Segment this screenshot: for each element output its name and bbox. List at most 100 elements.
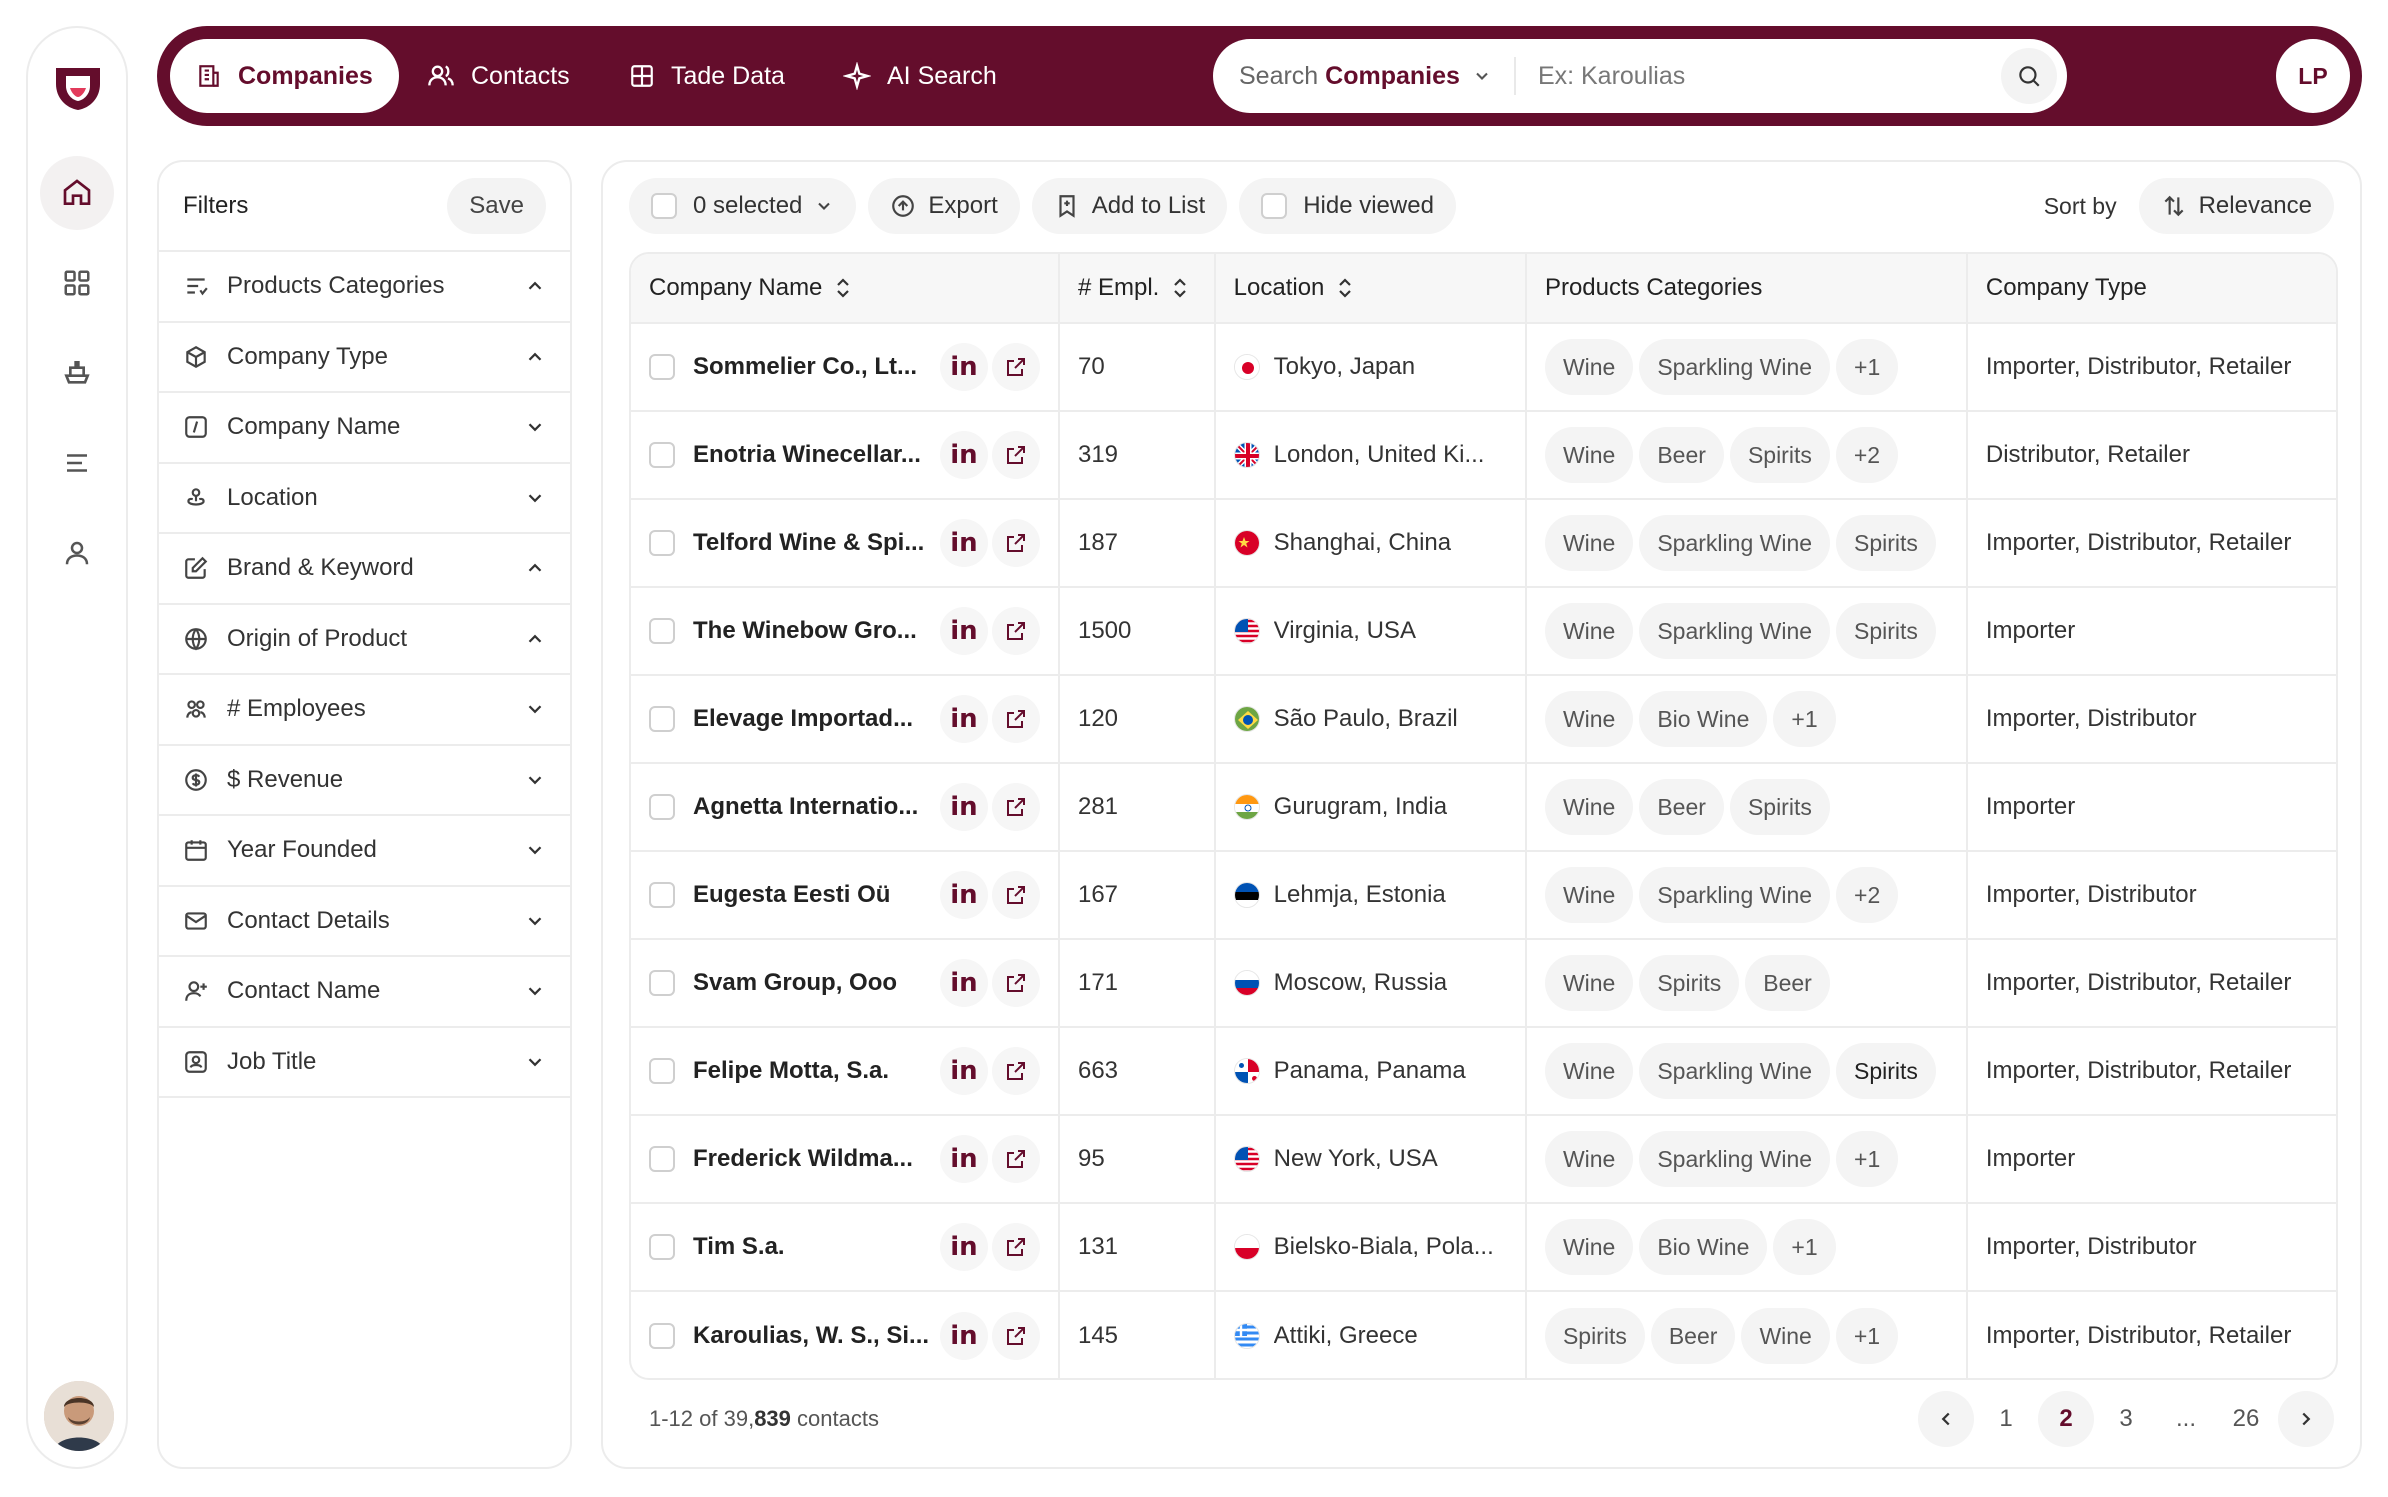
table-row[interactable]: Telford Wine & Spi... in 187 Shanghai, Chin…	[631, 500, 2336, 588]
linkedin-icon[interactable]: in	[939, 1312, 988, 1360]
external-link-icon[interactable]	[991, 519, 1040, 567]
page-button[interactable]: 3	[2119, 1405, 2133, 1432]
linkedin-icon[interactable]: in	[939, 1135, 988, 1183]
row-checkbox[interactable]	[649, 1146, 675, 1172]
chevron-down-icon[interactable]	[524, 416, 546, 438]
filter-year-founded[interactable]: Year Founded	[159, 816, 570, 887]
chevron-down-icon[interactable]	[524, 980, 546, 1002]
grid-icon[interactable]	[40, 246, 114, 320]
category-tag[interactable]: +2	[1836, 867, 1899, 923]
tab-trade-data[interactable]: Tade Data	[629, 39, 785, 113]
table-row[interactable]: Frederick Wildma... in 95 New York, USA Wine…	[631, 1116, 2336, 1204]
user-menu-button[interactable]: LP	[2276, 39, 2350, 113]
company-name-link[interactable]: Telford Wine & Spi...	[693, 529, 925, 556]
select-dropdown[interactable]: 0 selected	[629, 178, 857, 234]
filter-job-title[interactable]: Job Title	[159, 1028, 570, 1098]
linkedin-icon[interactable]: in	[939, 871, 988, 919]
linkedin-icon[interactable]: in	[939, 431, 988, 479]
linkedin-icon[interactable]: in	[939, 607, 988, 655]
table-row[interactable]: Svam Group, Ooo in 171 Moscow, Russia Wine Sp…	[631, 940, 2336, 1028]
company-name-link[interactable]: Eugesta Eesti Oü	[693, 881, 891, 908]
filter-contact-details[interactable]: Contact Details	[159, 887, 570, 957]
user-icon[interactable]	[40, 516, 114, 590]
table-row[interactable]: Agnetta Internatio... in 281 Gurugram, Indi…	[631, 764, 2336, 852]
nav-lists[interactable]	[28, 426, 126, 500]
select-all-checkbox[interactable]	[651, 193, 677, 219]
external-link-icon[interactable]	[991, 959, 1040, 1007]
row-checkbox[interactable]	[649, 706, 675, 732]
linkedin-icon[interactable]: in	[939, 519, 988, 567]
search-scope-dropdown[interactable]: Search Companies	[1239, 62, 1460, 91]
chevron-up-icon[interactable]	[524, 346, 546, 368]
company-name-link[interactable]: Tim S.a.	[693, 1233, 785, 1260]
category-tag[interactable]: +1	[1773, 691, 1836, 747]
sort-icon[interactable]	[834, 277, 852, 299]
nav-dashboard[interactable]	[28, 246, 126, 320]
chevron-down-icon[interactable]	[524, 910, 546, 932]
linkedin-icon[interactable]: in	[939, 1223, 988, 1271]
filter-employees[interactable]: # Employees	[159, 675, 570, 746]
external-link-icon[interactable]	[991, 1047, 1040, 1095]
table-row[interactable]: Karoulias, W. S., Si... in 145 Attiki, Gree…	[631, 1292, 2336, 1378]
company-name-link[interactable]: Enotria Winecellar...	[693, 441, 921, 468]
linkedin-icon[interactable]: in	[939, 959, 988, 1007]
row-checkbox[interactable]	[649, 1058, 675, 1084]
user-avatar[interactable]	[44, 1381, 114, 1451]
column-header-employees[interactable]: # Empl.	[1060, 254, 1216, 322]
nav-home[interactable]	[28, 156, 126, 230]
category-tag[interactable]: +1	[1836, 1131, 1899, 1187]
linkedin-icon[interactable]: in	[939, 695, 988, 743]
sort-icon[interactable]	[1336, 277, 1354, 299]
filter-brand-keyword[interactable]: Brand & Keyword	[159, 534, 570, 605]
row-checkbox[interactable]	[649, 970, 675, 996]
page-button[interactable]: 1	[1999, 1405, 2013, 1432]
external-link-icon[interactable]	[991, 1135, 1040, 1183]
tab-companies[interactable]: Companies	[170, 39, 399, 113]
external-link-icon[interactable]	[991, 783, 1040, 831]
table-row[interactable]: Sommelier Co., Lt... in 70 Tokyo, Japan Wine…	[631, 324, 2336, 412]
linkedin-icon[interactable]: in	[939, 343, 988, 391]
filter-location[interactable]: Location	[159, 464, 570, 534]
previous-page-button[interactable]	[1918, 1391, 1974, 1447]
company-name-link[interactable]: Karoulias, W. S., Si...	[693, 1322, 930, 1349]
home-icon[interactable]	[40, 156, 114, 230]
nav-shipments[interactable]	[28, 336, 126, 410]
list-icon[interactable]	[40, 426, 114, 500]
chevron-down-icon[interactable]	[524, 1051, 546, 1073]
table-row[interactable]: Enotria Winecellar... in 319 London, United…	[631, 412, 2336, 500]
table-row[interactable]: Tim S.a. in 131 Bielsko-Biala, Pola... Wine B…	[631, 1204, 2336, 1292]
add-to-list-button[interactable]: Add to List	[1031, 178, 1228, 234]
chevron-down-icon[interactable]	[524, 839, 546, 861]
table-row[interactable]: Felipe Motta, S.a. in 663 Panama, Panama Win…	[631, 1028, 2336, 1116]
row-checkbox[interactable]	[649, 618, 675, 644]
company-name-link[interactable]: Elevage Importad...	[693, 705, 914, 732]
tab-contacts[interactable]: Contacts	[427, 39, 570, 113]
filter-company-type[interactable]: Company Type	[159, 323, 570, 393]
filter-revenue[interactable]: $ Revenue	[159, 746, 570, 816]
chevron-down-icon[interactable]	[1472, 66, 1492, 86]
filter-products-categories[interactable]: Products Categories	[159, 252, 570, 323]
export-button[interactable]: Export	[868, 178, 1020, 234]
row-checkbox[interactable]	[649, 530, 675, 556]
chevron-up-icon[interactable]	[524, 628, 546, 650]
external-link-icon[interactable]	[991, 871, 1040, 919]
ship-icon[interactable]	[40, 336, 114, 410]
external-link-icon[interactable]	[991, 695, 1040, 743]
external-link-icon[interactable]	[991, 431, 1040, 479]
external-link-icon[interactable]	[991, 1312, 1040, 1360]
filter-company-name[interactable]: Company Name	[159, 393, 570, 464]
linkedin-icon[interactable]: in	[939, 1047, 988, 1095]
column-header-location[interactable]: Location	[1216, 254, 1527, 322]
company-name-link[interactable]: Agnetta Internatio...	[693, 793, 919, 820]
external-link-icon[interactable]	[991, 607, 1040, 655]
category-tag[interactable]: +1	[1773, 1219, 1836, 1275]
category-tag[interactable]: +1	[1836, 339, 1899, 395]
column-header-company-name[interactable]: Company Name	[631, 254, 1060, 322]
row-checkbox[interactable]	[649, 354, 675, 380]
category-tag[interactable]: +1	[1835, 1308, 1899, 1364]
company-name-link[interactable]: Sommelier Co., Lt...	[693, 353, 918, 380]
table-row[interactable]: The Winebow Gro... in 1500 Virginia, USA Win…	[631, 588, 2336, 676]
nav-profile[interactable]	[28, 516, 126, 590]
sort-icon[interactable]	[1171, 277, 1189, 299]
row-checkbox[interactable]	[649, 794, 675, 820]
